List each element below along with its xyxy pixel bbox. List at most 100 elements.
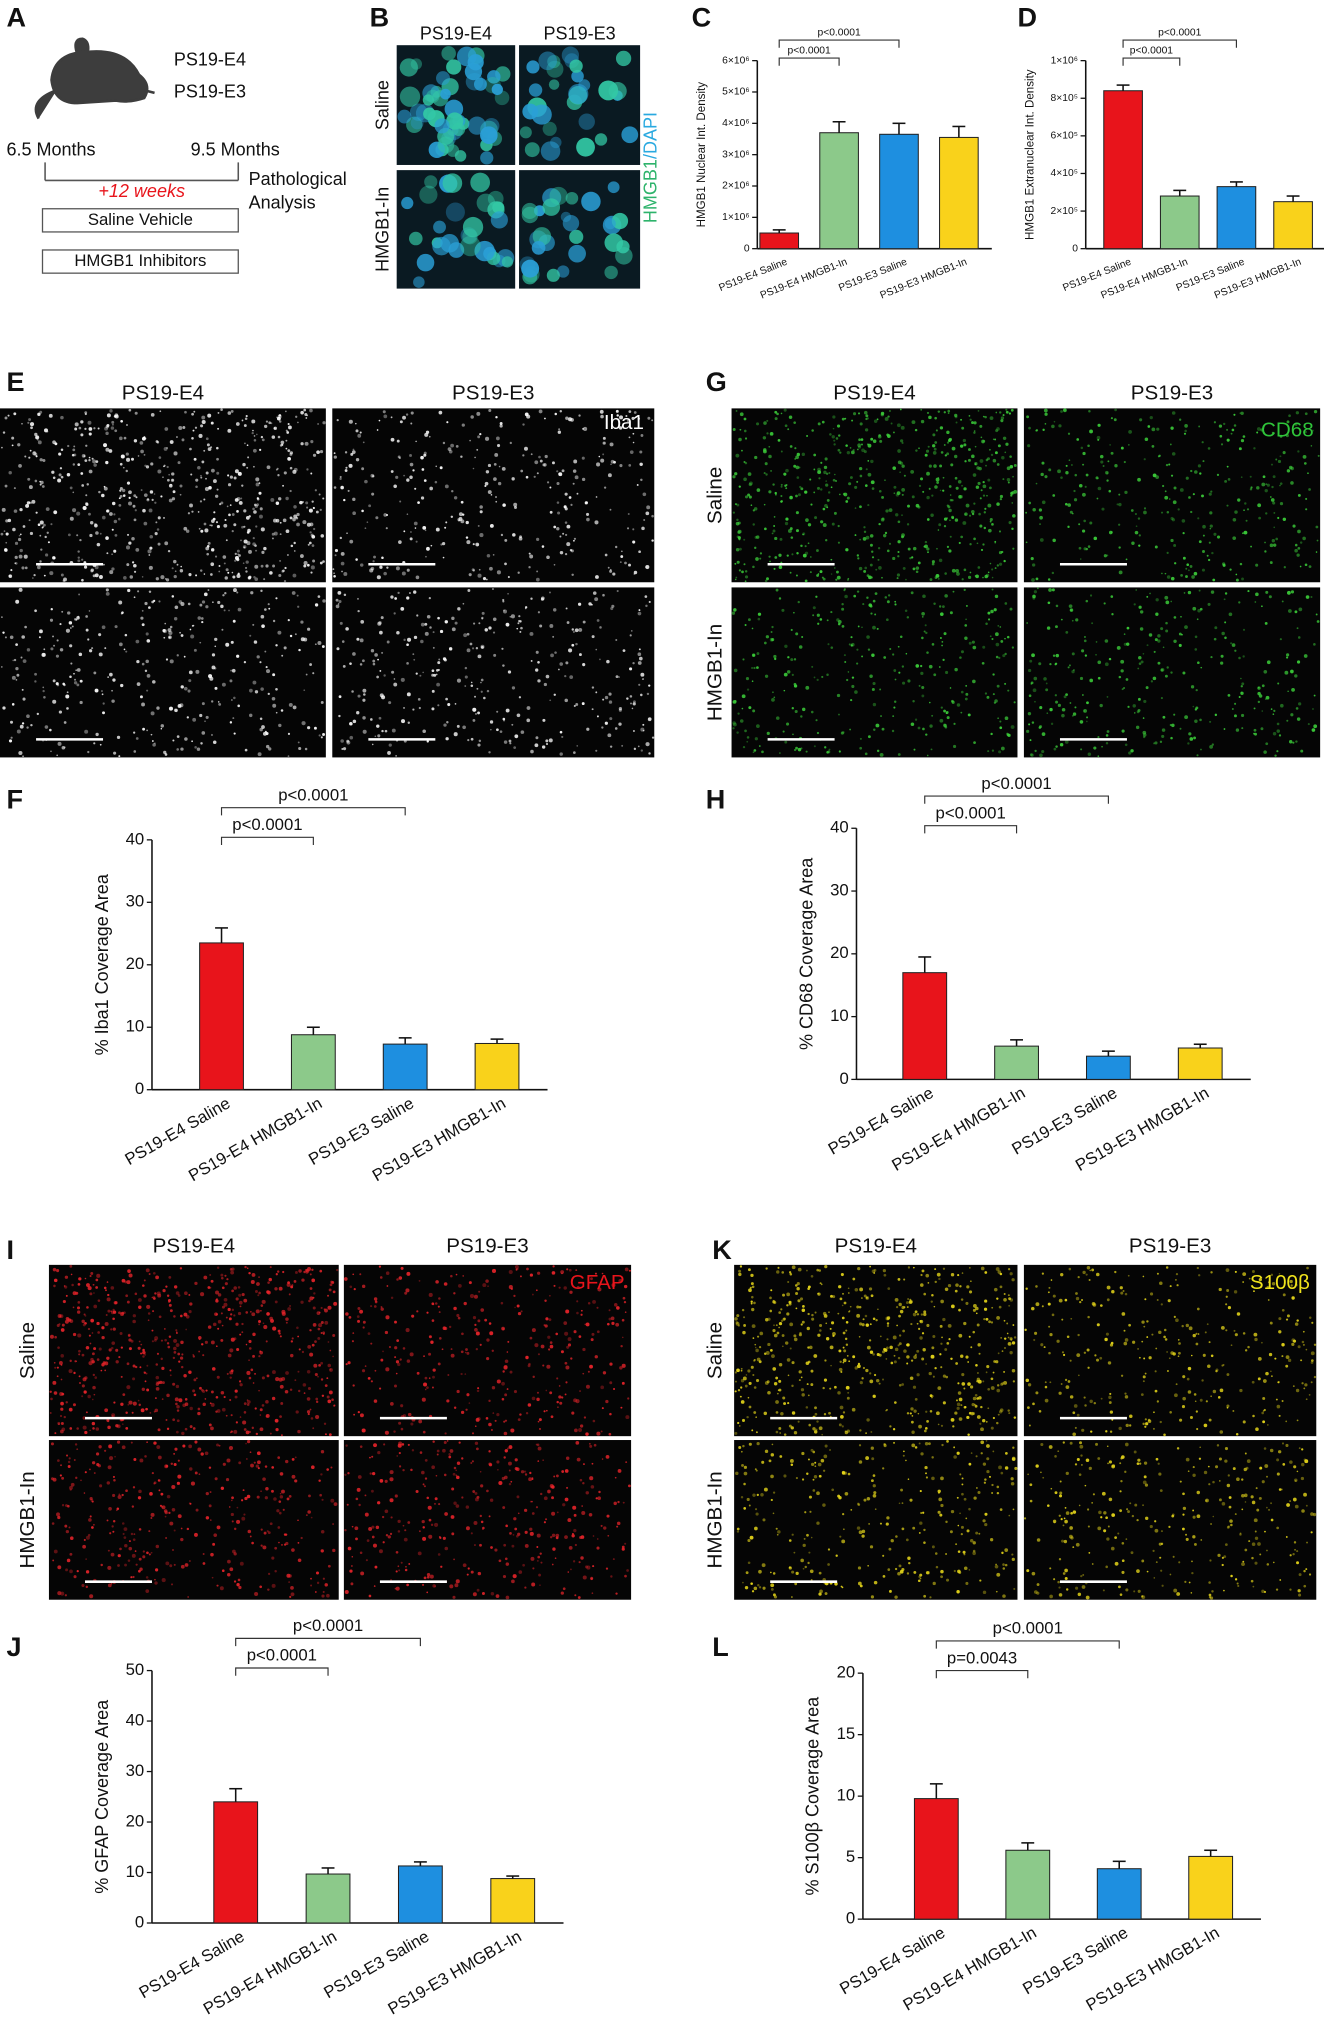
cell-signal <box>445 521 447 523</box>
cell-signal <box>151 601 154 604</box>
cell-signal <box>932 444 935 447</box>
cell-signal <box>107 1297 111 1301</box>
cell-signal <box>783 731 785 733</box>
cell-signal <box>97 1331 100 1334</box>
cell-signal <box>200 530 203 533</box>
cell-signal <box>275 1301 278 1304</box>
cell-signal <box>551 1496 554 1499</box>
cell-signal <box>814 745 816 747</box>
cell-signal <box>558 669 560 671</box>
cell-signal <box>95 1286 98 1289</box>
cell-signal <box>80 433 83 436</box>
cell-signal <box>57 479 61 483</box>
cell-signal <box>591 1333 594 1336</box>
cell-signal <box>156 577 159 580</box>
cell-signal <box>893 669 896 672</box>
cell-signal <box>133 1365 136 1368</box>
cell-signal <box>418 698 421 701</box>
cell-signal <box>796 466 800 470</box>
cell-signal <box>932 643 935 646</box>
cell-signal <box>843 589 845 591</box>
cell-signal <box>438 137 455 154</box>
cell-signal <box>785 469 789 473</box>
cell-signal <box>538 611 540 613</box>
cell-signal <box>133 505 136 508</box>
cell-signal <box>61 611 63 613</box>
cell-signal <box>29 519 31 521</box>
cell-signal <box>1124 461 1126 463</box>
cell-signal <box>1086 474 1089 477</box>
cell-signal <box>134 596 136 598</box>
cell-signal <box>871 576 873 578</box>
cell-signal <box>372 1536 375 1539</box>
cell-signal <box>537 679 540 682</box>
cell-signal <box>73 1372 75 1374</box>
cell-signal <box>761 751 764 754</box>
cell-signal <box>418 1420 422 1424</box>
cell-signal <box>333 1302 337 1306</box>
cell-signal <box>471 682 473 684</box>
cell-signal <box>563 1286 566 1289</box>
cell-signal <box>867 460 869 462</box>
cell-signal <box>993 438 995 440</box>
cell-signal <box>147 674 151 678</box>
cell-signal <box>119 437 123 441</box>
cell-signal <box>926 450 929 453</box>
cell-signal <box>1080 720 1084 724</box>
cell-signal <box>794 458 796 460</box>
cell-signal <box>541 1345 545 1349</box>
cell-signal <box>387 1285 389 1287</box>
cell-signal <box>446 721 448 723</box>
cell-signal <box>1271 498 1275 502</box>
cell-signal <box>168 1276 171 1279</box>
cell-signal <box>77 668 81 672</box>
cell-signal <box>566 1487 568 1489</box>
cell-signal <box>117 1424 121 1428</box>
cell-signal <box>931 494 933 496</box>
cell-signal <box>740 719 744 723</box>
cell-signal <box>753 523 755 525</box>
cell-signal <box>608 181 620 193</box>
cell-signal <box>440 543 442 545</box>
cell-signal <box>262 1404 265 1407</box>
cell-signal <box>145 1589 149 1593</box>
cell-signal <box>446 1399 449 1402</box>
cell-signal <box>57 1516 60 1519</box>
cell-signal <box>53 1285 56 1288</box>
cell-signal <box>60 1474 62 1476</box>
cell-signal <box>90 1358 94 1362</box>
cell-signal <box>80 680 83 683</box>
cell-signal <box>144 602 147 605</box>
cell-signal <box>594 520 598 524</box>
cell-signal <box>102 711 105 714</box>
cell-signal <box>278 436 281 439</box>
cell-signal <box>349 722 353 726</box>
cell-signal <box>638 652 642 656</box>
cell-signal <box>352 511 356 515</box>
cell-signal <box>918 727 921 730</box>
cell-signal <box>1158 662 1161 665</box>
cell-signal <box>204 528 208 532</box>
cell-signal <box>536 538 539 541</box>
cell-signal <box>454 1407 456 1409</box>
cell-signal <box>422 729 426 733</box>
cell-signal <box>537 472 539 474</box>
cell-signal <box>648 752 650 754</box>
cell-signal <box>1265 512 1267 514</box>
cell-signal <box>1199 540 1202 543</box>
cell-signal <box>153 1297 156 1300</box>
cell-signal <box>856 662 858 664</box>
cell-signal <box>478 1291 480 1293</box>
cell-signal <box>50 750 52 752</box>
cell-signal <box>989 486 992 489</box>
cell-signal <box>648 685 650 687</box>
cell-signal <box>472 1432 474 1434</box>
cell-signal <box>798 493 801 496</box>
cell-signal <box>457 1390 460 1393</box>
cell-signal <box>1289 740 1292 743</box>
cell-signal <box>293 574 297 578</box>
cell-signal <box>16 674 19 677</box>
cell-signal <box>281 709 284 712</box>
cell-signal <box>954 668 957 671</box>
cell-signal <box>92 1386 96 1390</box>
